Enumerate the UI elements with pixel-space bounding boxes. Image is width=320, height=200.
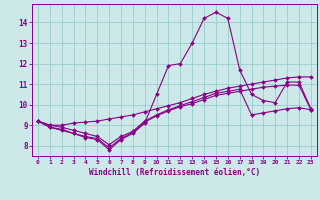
X-axis label: Windchill (Refroidissement éolien,°C): Windchill (Refroidissement éolien,°C) (89, 168, 260, 177)
